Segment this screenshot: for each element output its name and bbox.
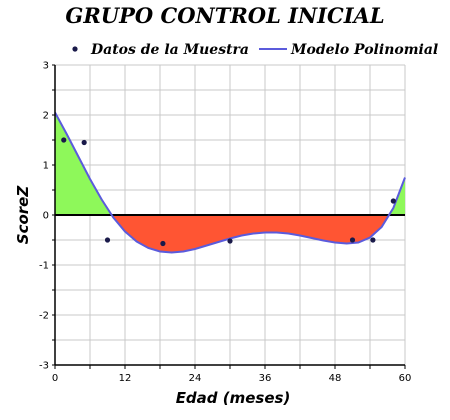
y-tick-label: 2 <box>43 111 49 122</box>
data-point <box>160 240 166 247</box>
y-tick-label: 3 <box>43 61 49 72</box>
y-tick-label: 0 <box>43 211 49 222</box>
data-point <box>81 139 87 146</box>
legend: Datos de la Muestra Modelo Polinomial <box>72 42 438 58</box>
legend-label-model: Modelo Polinomial <box>290 42 438 58</box>
data-point <box>349 237 356 243</box>
x-tick-label: 12 <box>119 373 132 384</box>
data-point <box>370 237 376 243</box>
x-axis-label: Edad (meses) <box>176 389 291 407</box>
legend-label-samples: Datos de la Muestra <box>90 42 249 58</box>
x-tick-label: 24 <box>189 373 202 384</box>
y-axis-label: ScoreZ <box>14 185 32 245</box>
area-positive <box>55 112 112 215</box>
y-tick-label: 1 <box>43 161 49 172</box>
x-tick-label: 36 <box>259 373 272 384</box>
ticks: 0 12 24 36 48 60 3 2 1 0 -1 -2 -3 <box>39 61 411 385</box>
data-point <box>390 198 396 204</box>
legend-marker-samples <box>72 46 78 52</box>
y-tick-label: -1 <box>39 261 49 272</box>
area-positive <box>389 177 405 215</box>
data-point <box>104 237 111 243</box>
y-tick-label: -3 <box>39 361 49 372</box>
x-tick-label: 48 <box>329 373 342 384</box>
x-tick-label: 60 <box>399 373 412 384</box>
x-tick-label: 0 <box>52 373 58 384</box>
y-tick-label: -2 <box>39 311 49 322</box>
data-point <box>227 238 233 244</box>
plot-area <box>54 64 406 366</box>
chart-title: GRUPO CONTROL INICIAL <box>65 3 384 28</box>
data-point <box>61 137 67 143</box>
